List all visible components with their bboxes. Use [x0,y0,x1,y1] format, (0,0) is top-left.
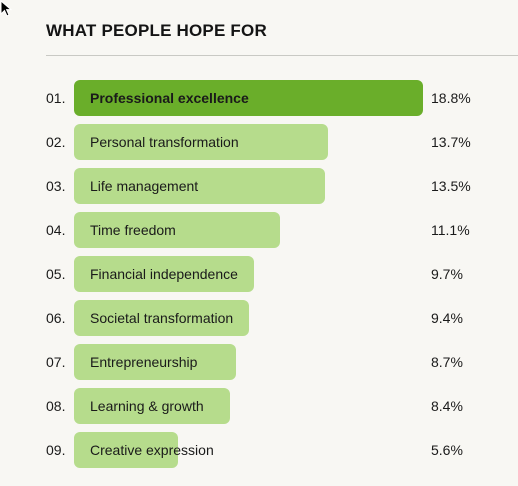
rank-label: 06. [46,310,66,326]
category-label: Societal transformation [90,310,234,326]
rank-label: 07. [46,354,66,370]
category-label: Professional excellence [90,90,249,106]
rank-label: 04. [46,222,66,238]
chart-row: 05. Financial independence 9.7% [0,256,518,300]
bar [74,212,280,248]
bar [74,300,249,336]
bar [74,344,236,380]
value-label: 9.4% [431,310,463,326]
bar [74,432,178,468]
chart-row: 04. Time freedom 11.1% [0,212,518,256]
mouse-cursor-icon [0,0,13,17]
value-label: 11.1% [431,222,470,238]
rank-label: 03. [46,178,66,194]
category-label: Creative expression [90,442,214,458]
rank-label: 05. [46,266,66,282]
rank-label: 08. [46,398,66,414]
value-label: 13.7% [431,134,471,150]
category-label: Personal transformation [90,134,239,150]
chart-row: 08. Learning & growth 8.4% [0,388,518,432]
value-label: 8.7% [431,354,463,370]
chart-row: 06. Societal transformation 9.4% [0,300,518,344]
rank-label: 02. [46,134,66,150]
category-label: Financial independence [90,266,238,282]
chart-row: 01. Professional excellence 18.8% [0,80,518,124]
rank-label: 09. [46,442,66,458]
bar [74,124,328,160]
chart-row: 09. Creative expression 5.6% [0,432,518,476]
chart-row: 03. Life management 13.5% [0,168,518,212]
value-label: 13.5% [431,178,471,194]
bar [74,388,230,424]
bar [74,168,325,204]
category-label: Time freedom [90,222,176,238]
value-label: 8.4% [431,398,463,414]
rank-label: 01. [46,90,66,106]
chart-title: WHAT PEOPLE HOPE FOR [46,21,267,40]
title-divider [46,55,518,56]
category-label: Entrepreneurship [90,354,198,370]
bar [74,80,423,116]
chart-row: 02. Personal transformation 13.7% [0,124,518,168]
category-label: Learning & growth [90,398,204,414]
value-label: 9.7% [431,266,463,282]
chart-row: 07. Entrepreneurship 8.7% [0,344,518,388]
category-label: Life management [90,178,199,194]
bar [74,256,254,292]
value-label: 18.8% [431,90,471,106]
value-label: 5.6% [431,442,463,458]
